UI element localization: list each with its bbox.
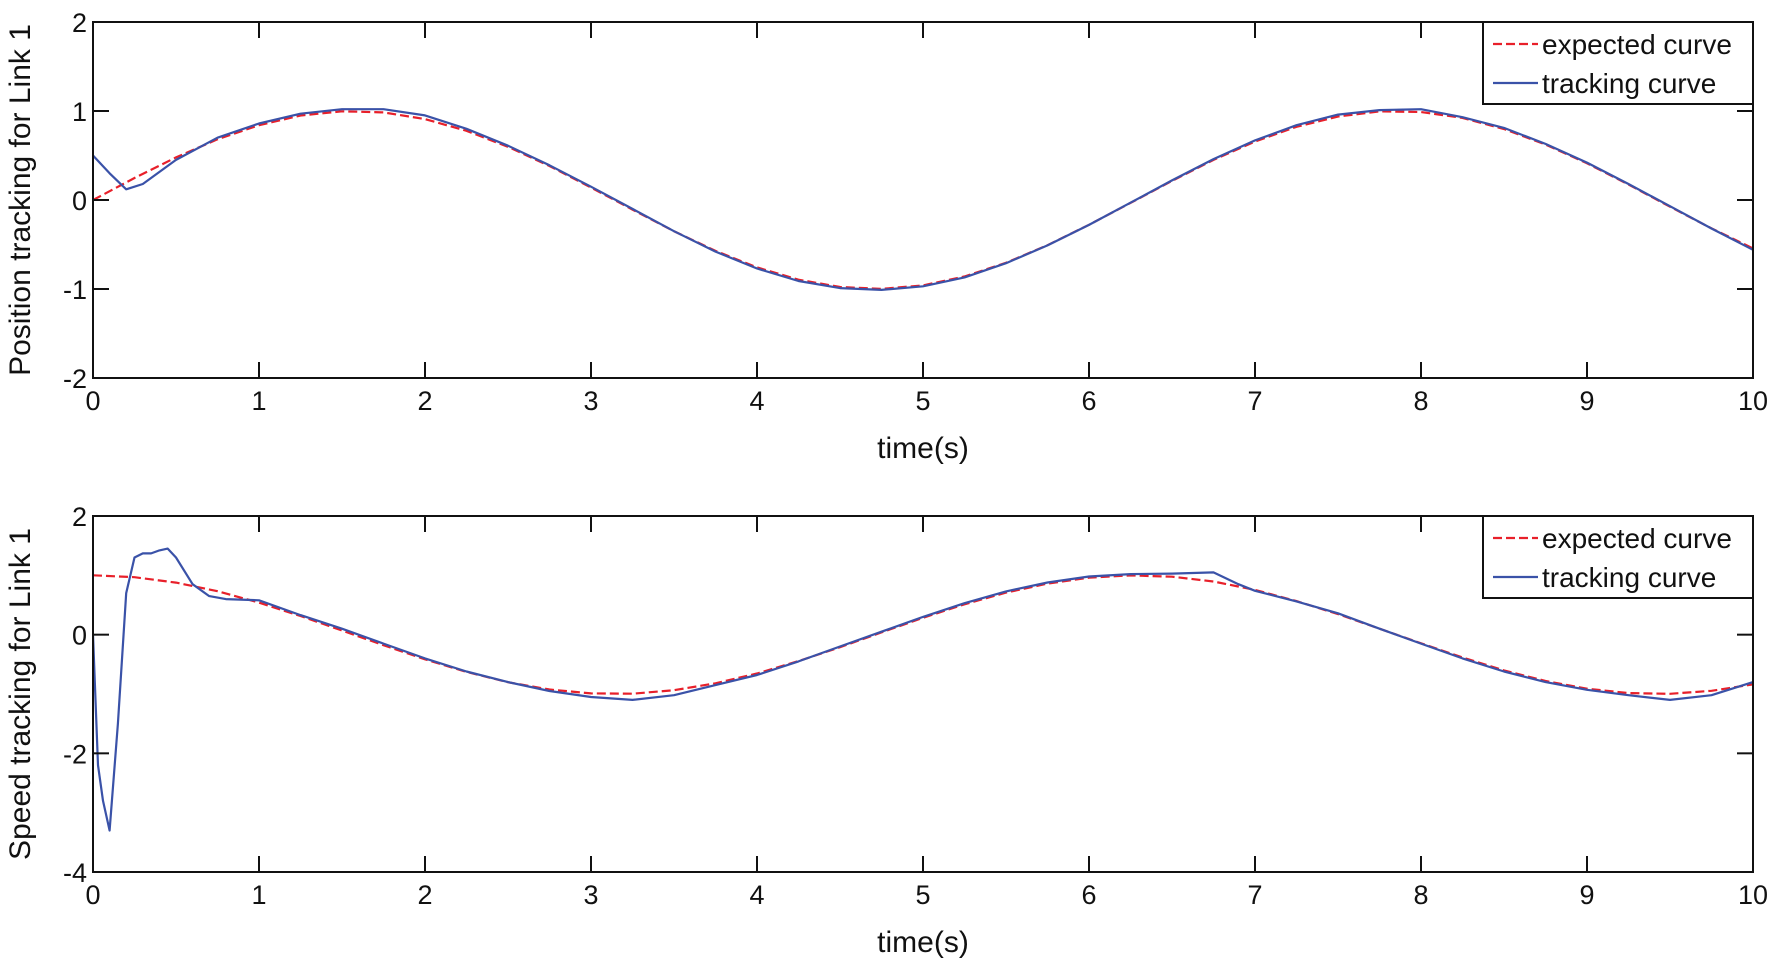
x-tick-label: 6	[1081, 880, 1096, 910]
subplot-1: 0 1 2 3 4 5 6 7 8 9 10 -2 -1 0 1 2 time(s) Position track…	[4, 8, 1768, 465]
x-tick-label: 10	[1738, 386, 1768, 416]
x-tick-label: 8	[1413, 880, 1428, 910]
y-tick-label: 2	[72, 502, 87, 532]
y-tick-label: 2	[72, 8, 87, 38]
x-tick-label: 9	[1579, 880, 1594, 910]
x-tick-label: 6	[1081, 386, 1096, 416]
y-tick-label: -2	[63, 739, 87, 769]
series-line-tracking	[93, 547, 1753, 832]
legend: expected curve tracking curve	[1482, 515, 1754, 599]
legend-box	[1482, 21, 1754, 105]
y-axis-label: Position tracking for Link 1	[4, 24, 37, 376]
legend-label: tracking curve	[1542, 562, 1716, 593]
x-tick-label: 10	[1738, 880, 1768, 910]
x-axis-label: time(s)	[877, 926, 969, 959]
legend-label: expected curve	[1542, 29, 1732, 60]
x-tick-label: 0	[85, 880, 100, 910]
y-tick-label: 0	[72, 621, 87, 651]
subplot-2: 0 1 2 3 4 5 6 7 8 9 10 -4 -2 0 2 time(s) Speed tracking …	[4, 502, 1768, 959]
y-axis-label: Speed tracking for Link 1	[4, 528, 37, 860]
series-line-expected	[93, 110, 1753, 290]
x-tick-label: 7	[1247, 386, 1262, 416]
x-axis-label: time(s)	[877, 432, 969, 465]
legend: expected curve tracking curve	[1482, 21, 1754, 105]
x-tick-label: 2	[417, 880, 432, 910]
x-tick-label: 2	[417, 386, 432, 416]
y-tick-label: 0	[72, 186, 87, 216]
x-tick-label: 1	[251, 880, 266, 910]
x-tick-label: 7	[1247, 880, 1262, 910]
x-tick-label: 5	[915, 880, 930, 910]
x-tick-label: 5	[915, 386, 930, 416]
x-tick-label: 8	[1413, 386, 1428, 416]
x-tick-label: 3	[583, 880, 598, 910]
legend-label: tracking curve	[1542, 68, 1716, 99]
y-tick-label: -4	[63, 858, 87, 888]
x-tick-label: 4	[749, 386, 764, 416]
y-tick-label: 1	[72, 97, 87, 127]
legend-box	[1482, 515, 1754, 599]
x-tick-label: 1	[251, 386, 266, 416]
y-tick-label: -2	[63, 364, 87, 394]
x-tick-label: 4	[749, 880, 764, 910]
series-line-tracking	[93, 108, 1753, 291]
x-tick-label: 0	[85, 386, 100, 416]
x-tick-label: 3	[583, 386, 598, 416]
x-tick-label: 9	[1579, 386, 1594, 416]
y-tick-label: -1	[63, 275, 87, 305]
legend-label: expected curve	[1542, 523, 1732, 554]
